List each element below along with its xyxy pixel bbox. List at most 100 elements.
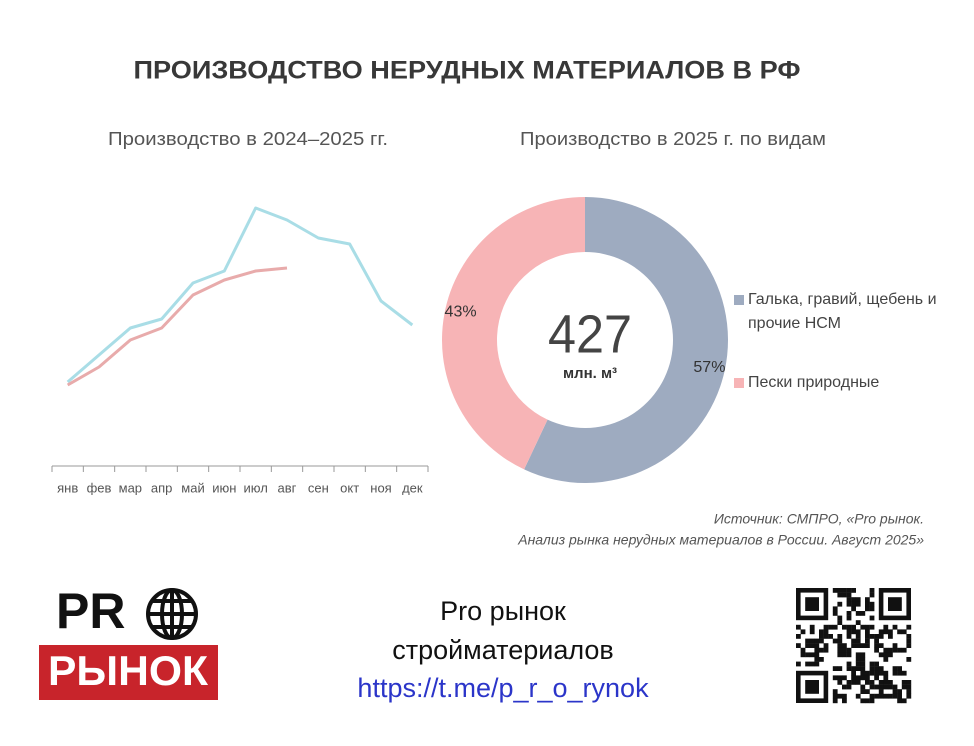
qr-module [846,684,852,690]
qr-module [855,652,861,658]
x-tick-label: июл [244,480,268,495]
qr-module [855,601,861,607]
line-chart-title: Производство в 2024–2025 гг. [108,129,388,149]
qr-module [846,634,852,639]
donut-unit: млн. м³ [563,365,617,382]
qr-module [892,647,898,653]
qr-module [819,647,824,653]
qr-module [883,647,889,653]
qr-finder [805,597,819,611]
legend-entry: Пески природные [734,371,948,395]
qr-module [837,693,843,699]
qr-module [846,661,852,667]
qr-module [855,634,861,639]
footer-text: Pro рынок [440,596,566,626]
qr-module [805,661,810,667]
qr-module [814,638,820,644]
qr-module [869,634,875,639]
qr-module [842,652,847,658]
qr-module [878,634,884,639]
qr-module [869,684,875,690]
qr-module [851,675,856,681]
x-tick-label: дек [402,480,423,495]
qr-module [823,634,829,639]
qr-module [846,666,852,671]
legend-swatch [734,295,744,305]
qr-finder [888,597,902,611]
qr-module [892,689,898,694]
logo-text: РЫНОК [48,647,208,694]
qr-module [851,666,856,671]
qr-module [805,652,810,658]
qr-module [851,680,856,685]
legend-label: Галька, гравий, щебень и прочие НСМ [748,291,937,332]
qr-module [851,670,856,676]
qr-module [837,638,843,644]
qr-module [906,684,912,690]
x-tick-label: май [181,480,204,495]
logo-box [39,645,218,700]
qr-module [865,698,870,704]
qr-module [883,652,889,658]
qr-module [874,643,879,648]
x-tick-label: фев [87,480,112,495]
qr-module [855,611,861,616]
line-series [66,206,414,384]
qr-module [897,670,902,676]
qr-module [855,693,861,699]
qr-module [865,670,870,676]
qr-module [906,624,912,630]
qr-module [846,629,852,635]
qr-module [883,624,889,630]
qr-module [883,684,889,690]
qr-module [869,588,875,593]
qr-module [846,680,852,685]
qr-module [860,666,866,671]
qr-module [874,647,879,653]
qr-module [869,670,875,676]
qr-module [901,684,907,690]
qr-module [901,647,907,653]
qr-module [878,684,884,690]
qr-module [855,657,861,662]
qr-module [869,606,875,612]
qr-module [883,629,889,635]
qr-module [809,643,815,648]
qr-module [897,666,902,671]
qr-module [888,652,893,658]
qr-module [865,680,870,685]
qr-module [892,643,898,648]
qr-module [814,652,820,658]
qr-module [860,657,866,662]
qr-module [851,597,856,602]
qr-module [869,592,875,598]
x-tick-label: сен [308,480,329,495]
donut-slice [442,197,585,470]
x-tick-label: апр [151,480,173,495]
qr-module [814,647,820,653]
page-title: ПРОИЗВОДСТВО НЕРУДНЫХ МАТЕРИАЛОВ В РФ [134,57,801,85]
qr-module [846,624,852,630]
qr-module [874,634,879,639]
qr-module [823,643,829,648]
qr-module [846,592,852,598]
qr-module [892,666,898,671]
qr-module [837,592,843,598]
qr-module [878,643,884,648]
qr-module [855,643,861,648]
line-series [66,266,288,387]
qr-module [865,601,870,607]
qr-module [823,647,829,653]
qr-module [846,652,852,658]
source: Источник: СМПРО, «Pro рынок. [714,511,924,527]
qr-module [842,684,847,690]
qr-module [809,624,815,630]
footer-link[interactable]: https://t.me/p_r_o_rynok [357,673,649,703]
legend-entry: Галька, гравий, щебень и прочие НСМ [734,288,948,336]
qr-module [837,643,843,648]
qr-module [832,689,838,694]
qr-module [846,588,852,593]
qr-module [837,601,843,607]
qr-code [796,588,912,704]
